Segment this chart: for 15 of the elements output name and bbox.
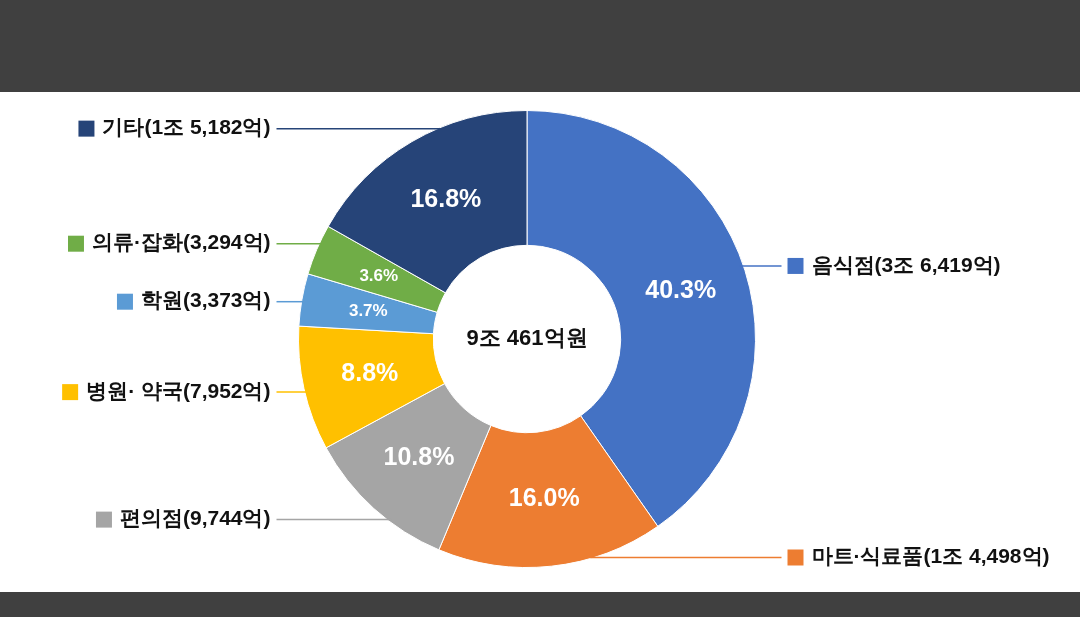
legend-label: 의류·잡화(3,294억)	[91, 230, 271, 254]
legend-label: 편의점(9,744억)	[119, 506, 271, 530]
data-label: 40.3%	[645, 274, 717, 303]
legend-label: 학원(3,373억)	[140, 288, 271, 312]
data-label: 3.7%	[348, 300, 388, 320]
text: 9조 461억원	[466, 325, 588, 351]
legend-label: 마트·식료품(1조 4,498억)	[811, 544, 1050, 568]
data-label: 8.8%	[341, 358, 399, 387]
data-label: 16.0%	[508, 483, 580, 512]
data-label: 16.8%	[410, 183, 482, 212]
legend-label: 기타(1조 5,182억)	[102, 115, 271, 139]
data-label: 3.6%	[359, 265, 399, 285]
legend-label: 병원· 약국(7,952억)	[86, 378, 271, 402]
data-label: 10.8%	[383, 442, 455, 471]
legend-label: 음식점(3조 6,419억)	[811, 252, 1001, 276]
